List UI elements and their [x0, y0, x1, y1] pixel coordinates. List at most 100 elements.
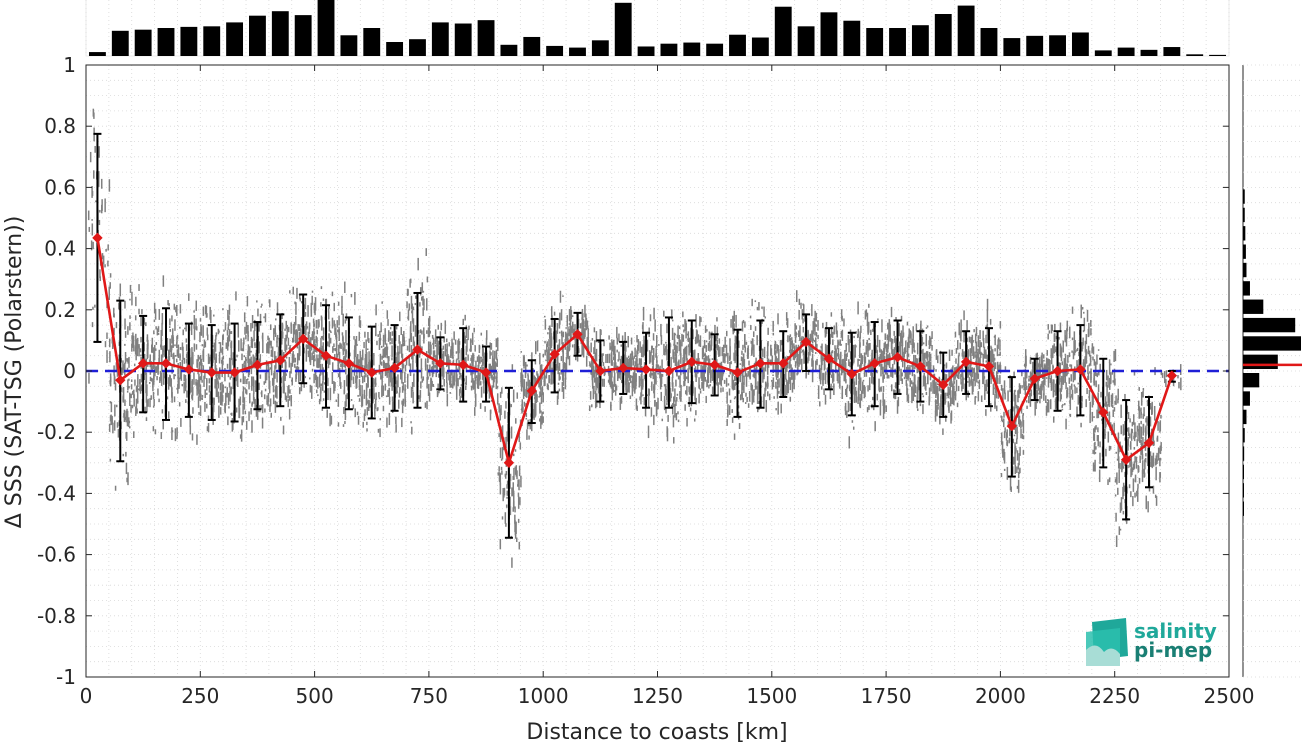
scatter-point: [1108, 414, 1111, 425]
scatter-point: [743, 385, 745, 394]
scatter-point: [514, 506, 516, 513]
scatter-point: [112, 422, 114, 434]
scatter-point: [464, 314, 466, 321]
scatter-point: [772, 377, 775, 388]
scatter-point: [699, 316, 701, 327]
scatter-point: [683, 359, 685, 365]
scatter-point: [395, 376, 397, 385]
scatter-point: [474, 407, 476, 416]
scatter-point: [606, 353, 609, 364]
scatter-point: [608, 370, 611, 383]
scatter-point: [515, 418, 517, 424]
scatter-point: [725, 330, 728, 337]
scatter-point: [1003, 468, 1006, 471]
scatter-point: [108, 179, 111, 192]
scatter-point: [650, 407, 653, 417]
scatter-point: [936, 385, 939, 396]
scatter-point: [1084, 356, 1087, 367]
scatter-point: [202, 306, 205, 316]
scatter-point: [758, 369, 760, 384]
scatter-point: [890, 371, 892, 377]
scatter-point: [245, 389, 248, 395]
scatter-point: [199, 385, 202, 393]
scatter-point: [387, 319, 389, 326]
scatter-point: [517, 492, 520, 497]
scatter-point: [91, 322, 94, 328]
scatter-point: [357, 415, 360, 425]
scatter-point: [697, 334, 700, 343]
scatter-point: [444, 349, 447, 352]
scatter-point: [798, 298, 801, 305]
scatter-point: [738, 423, 741, 430]
scatter-point: [239, 396, 242, 406]
scatter-point: [1052, 345, 1054, 359]
scatter-point: [514, 534, 517, 539]
scatter-point: [380, 322, 382, 333]
scatter-point: [176, 305, 178, 316]
scatter-point: [340, 344, 342, 349]
scatter-point: [449, 374, 451, 385]
scatter-point: [692, 381, 694, 394]
scatter-point: [911, 389, 913, 404]
scatter-point: [602, 353, 604, 356]
scatter-point: [396, 380, 398, 394]
scatter-point: [1028, 375, 1030, 378]
scatter-point: [395, 326, 398, 330]
scatter-point: [740, 356, 743, 362]
scatter-point: [1066, 328, 1068, 339]
scatter-point: [156, 376, 158, 381]
scatter-point: [483, 380, 485, 394]
scatter-point: [157, 326, 160, 333]
scatter-point: [333, 348, 335, 351]
scatter-point: [240, 429, 243, 442]
scatter-point: [107, 244, 109, 251]
scatter-point: [391, 396, 394, 402]
scatter-point: [722, 344, 725, 353]
scatter-point: [171, 427, 173, 441]
scatter-point: [258, 358, 261, 366]
scatter-point: [999, 321, 1002, 329]
scatter-point: [479, 372, 481, 380]
scatter-point: [595, 331, 598, 343]
scatter-point: [186, 360, 189, 372]
scatter-point: [1090, 319, 1092, 327]
scatter-point: [140, 373, 143, 383]
scatter-point: [679, 375, 681, 388]
scatter-point: [657, 397, 659, 410]
scatter-point: [637, 345, 639, 349]
scatter-point: [401, 402, 404, 414]
scatter-point: [1050, 352, 1053, 365]
scatter-point: [391, 401, 394, 414]
scatter-point: [342, 357, 345, 362]
scatter-point: [516, 537, 518, 543]
scatter-point: [852, 426, 855, 430]
scatter-point: [175, 358, 178, 363]
scatter-point: [847, 400, 850, 413]
scatter-point: [312, 318, 315, 324]
scatter-point: [515, 521, 517, 535]
scatter-point: [311, 352, 313, 361]
scatter-point: [303, 305, 306, 317]
scatter-point: [148, 381, 151, 384]
scatter-point: [625, 345, 627, 352]
scatter-point: [616, 368, 619, 381]
scatter-point: [728, 374, 730, 378]
scatter-point: [915, 323, 918, 331]
scatter-point: [1003, 411, 1005, 418]
scatter-point: [1096, 435, 1099, 442]
scatter-point: [569, 316, 572, 328]
scatter-point: [412, 361, 414, 371]
scatter-point: [349, 366, 352, 377]
scatter-point: [124, 343, 126, 346]
scatter-point: [830, 364, 833, 371]
scatter-point: [296, 363, 299, 366]
scatter-point: [570, 326, 572, 332]
scatter-point: [395, 416, 397, 425]
scatter-point: [304, 311, 307, 317]
scatter-point: [935, 350, 938, 360]
scatter-point: [481, 344, 484, 357]
scatter-point: [179, 355, 181, 358]
scatter-point: [548, 339, 550, 347]
scatter-point: [798, 330, 800, 338]
scatter-point: [320, 383, 323, 387]
